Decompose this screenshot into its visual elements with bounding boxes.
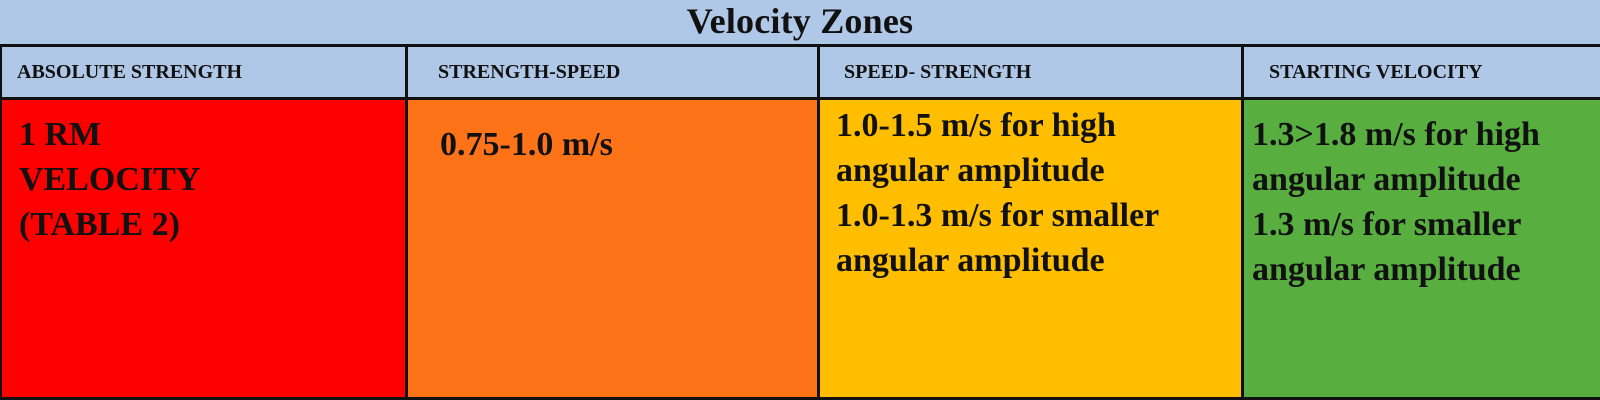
cell-line: angular amplitude — [1252, 161, 1521, 198]
cell-line: 1.3 m/s for smaller — [1252, 206, 1522, 243]
cell-line: 0.75-1.0 m/s — [440, 126, 613, 163]
cell-starting-velocity: 1.3>1.8 m/s for high angular amplitude 1… — [1244, 100, 1600, 400]
column-divider — [405, 47, 408, 400]
column-divider — [1241, 47, 1244, 400]
cell-line: 1.0-1.3 m/s for smaller — [836, 197, 1160, 234]
title-bar: Velocity Zones — [0, 0, 1600, 47]
column-divider — [817, 47, 820, 400]
table-border-bottom — [0, 397, 1600, 400]
body-row: 1 RM VELOCITY (TABLE 2) 0.75-1.0 m/s 1.0… — [0, 100, 1600, 400]
cell-line: 1.3>1.8 m/s for high — [1252, 116, 1540, 153]
cell-line: 1 RM — [19, 116, 102, 153]
table-border-left — [0, 47, 2, 400]
header-absolute-strength: ABSOLUTE STRENGTH — [17, 60, 243, 83]
cell-line: (TABLE 2) — [19, 206, 180, 243]
cell-line: VELOCITY — [19, 161, 201, 198]
header-strength-speed: STRENGTH-SPEED — [438, 60, 621, 83]
cell-line: angular amplitude — [1252, 251, 1521, 288]
header-starting-velocity: STARTING VELOCITY — [1269, 60, 1483, 83]
cell-line: angular amplitude — [836, 152, 1105, 189]
header-speed-strength: SPEED- STRENGTH — [844, 60, 1032, 83]
cell-speed-strength: 1.0-1.5 m/s for high angular amplitude 1… — [820, 100, 1241, 400]
cell-line: 1.0-1.5 m/s for high — [836, 107, 1116, 144]
header-row: ABSOLUTE STRENGTH STRENGTH-SPEED SPEED- … — [0, 47, 1600, 100]
cell-line: angular amplitude — [836, 242, 1105, 279]
table-title: Velocity Zones — [686, 1, 914, 41]
cell-absolute-strength: 1 RM VELOCITY (TABLE 2) — [0, 100, 405, 400]
cell-strength-speed: 0.75-1.0 m/s — [408, 100, 817, 400]
